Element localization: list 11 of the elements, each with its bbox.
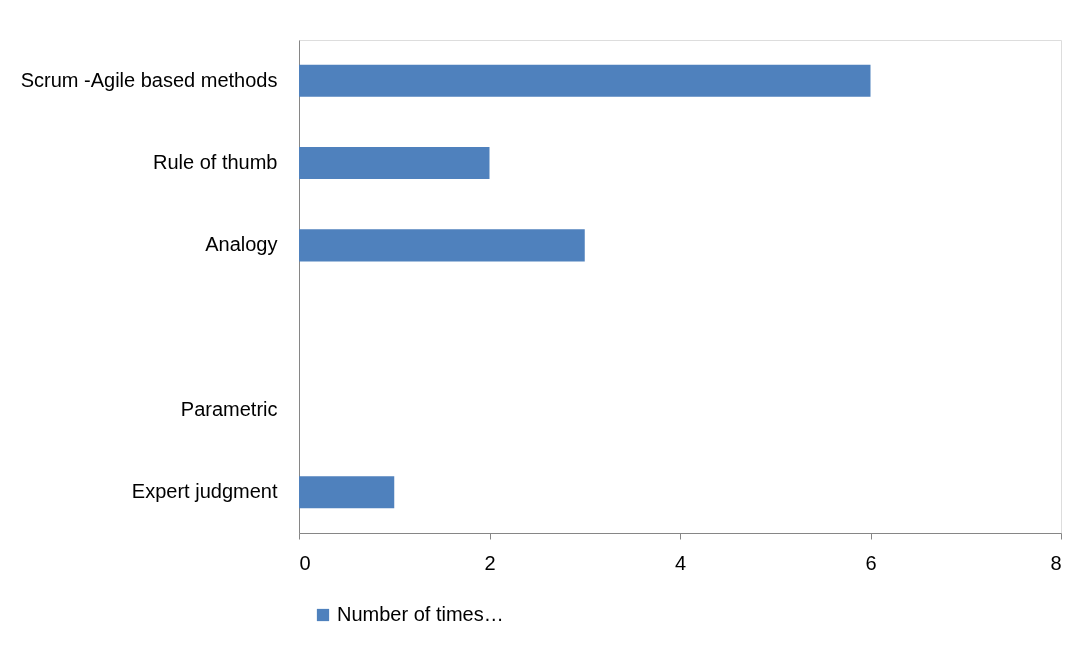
y-tick-label: Parametric <box>180 397 278 420</box>
y-tick-label: Rule of thumb <box>152 151 278 174</box>
x-tick-label: 4 <box>674 551 687 574</box>
x-tick-label: 0 <box>299 551 311 574</box>
y-tick-label: Analogy <box>205 233 278 256</box>
x-tick-label: 2 <box>484 551 496 574</box>
y-tick-label: Scrum -Agile based methods <box>20 68 278 91</box>
x-tick-label: 6 <box>865 551 877 574</box>
y-tick-label: Expert judgment <box>131 480 278 503</box>
x-tick-label: 8 <box>1050 551 1062 574</box>
legend-label: Number of times… <box>337 603 504 625</box>
